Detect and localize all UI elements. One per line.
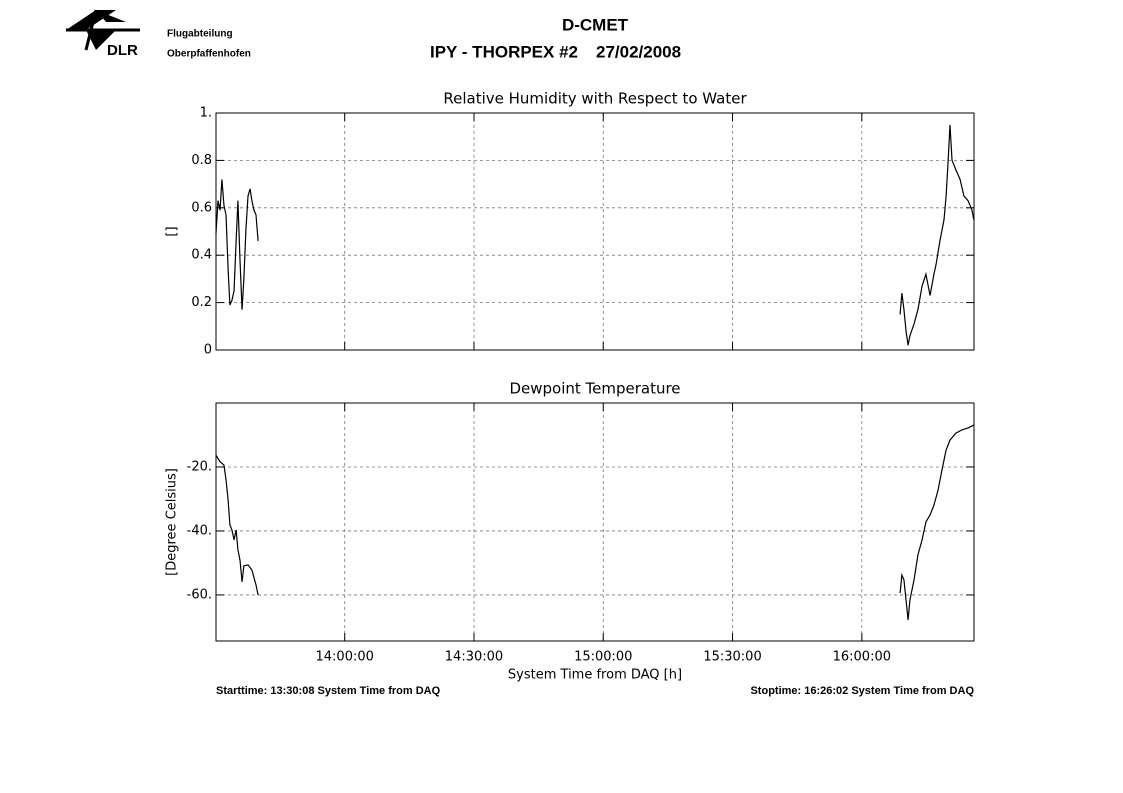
x-tick-label: 16:00:00 xyxy=(833,650,891,665)
chart-title: Dewpoint Temperature xyxy=(509,380,680,398)
data-line xyxy=(215,124,975,346)
x-tick-label: 14:30:00 xyxy=(445,650,503,665)
page-subtitle: IPY - THORPEX #2 xyxy=(430,42,578,61)
stop-time: Stoptime: 16:26:02 System Time from DAQ xyxy=(750,685,974,697)
y-tick-label: 1. xyxy=(200,106,212,121)
data-line xyxy=(215,424,975,620)
y-tick-label: -20. xyxy=(187,459,212,474)
y-tick-label: 0 xyxy=(204,343,212,358)
y-tick-label: -60. xyxy=(187,587,212,602)
x-tick-label: 14:00:00 xyxy=(316,650,374,665)
plot-frame xyxy=(215,112,975,351)
chart-title: Relative Humidity with Respect to Water xyxy=(443,90,747,108)
x-tick-label: 15:30:00 xyxy=(703,650,761,665)
page-title: D-CMET xyxy=(562,15,629,34)
y-tick-label: 0.6 xyxy=(191,200,212,215)
y-tick-label: 0.4 xyxy=(191,248,212,263)
plot-frame xyxy=(215,402,975,642)
org-line: Oberpfaffenhofen xyxy=(167,49,251,60)
y-tick-label: -40. xyxy=(187,523,212,538)
x-axis-label: System Time from DAQ [h] xyxy=(508,668,682,683)
y-axis-label: [] xyxy=(165,226,180,236)
x-tick-label: 15:00:00 xyxy=(574,650,632,665)
page-date: 27/02/2008 xyxy=(596,42,681,61)
y-tick-label: 0.8 xyxy=(191,153,212,168)
dlr-logo xyxy=(66,9,140,51)
logo-text: DLR xyxy=(107,42,138,59)
y-tick-label: 0.2 xyxy=(191,295,212,310)
org-line: Flugabteilung xyxy=(167,29,233,40)
start-time: Starttime: 13:30:08 System Time from DAQ xyxy=(216,685,441,697)
y-axis-label: [Degree Celsius] xyxy=(165,468,180,576)
